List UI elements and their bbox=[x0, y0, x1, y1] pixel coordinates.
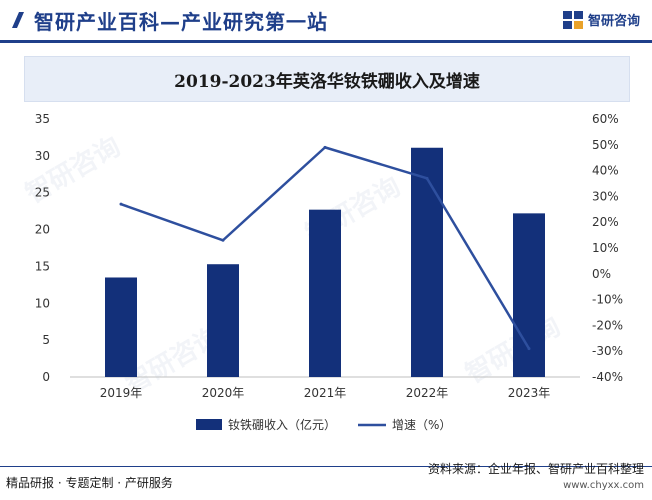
chart-title: 2019-2023年英洛华钕铁硼收入及增速 bbox=[174, 72, 480, 92]
y-right-tick-label: -20% bbox=[592, 318, 623, 332]
growth-point bbox=[425, 176, 429, 180]
growth-point bbox=[527, 347, 531, 351]
legend-label-growth: 增速（%） bbox=[392, 418, 451, 432]
x-tick-label: 2023年 bbox=[508, 386, 551, 400]
y-right-tick-label: 60% bbox=[592, 112, 619, 126]
chart-title-band: 2019-2023年英洛华钕铁硼收入及增速 bbox=[24, 56, 630, 102]
brand-logo-icon bbox=[562, 10, 583, 29]
x-tick-label: 2019年 bbox=[100, 386, 143, 400]
bar-revenue bbox=[411, 147, 443, 377]
growth-point bbox=[119, 202, 123, 206]
bar-revenue bbox=[513, 213, 545, 377]
y-right-tick-label: -30% bbox=[592, 344, 623, 358]
y-left-tick-label: 20 bbox=[35, 223, 50, 237]
brand-slash-icon bbox=[12, 12, 24, 28]
y-left-tick-label: 0 bbox=[42, 370, 50, 384]
footer-url[interactable]: www.chyxx.com bbox=[563, 480, 644, 491]
bar-revenue bbox=[309, 209, 341, 377]
y-left-tick-label: 25 bbox=[35, 186, 50, 200]
header-divider bbox=[0, 40, 652, 43]
combo-chart: 0 5 10 15 20 25 30 35 60% 50% 40% 30% 20% 10% 0% -10% -2… bbox=[35, 112, 623, 432]
y-right-tick-label: 10% bbox=[592, 241, 619, 255]
y-right-tick-label: 50% bbox=[592, 138, 619, 152]
y-right-tick-label: 30% bbox=[592, 189, 619, 203]
bar-revenue bbox=[207, 264, 239, 377]
y-left-tick-label: 30 bbox=[35, 149, 50, 163]
y-right-tick-label: 20% bbox=[592, 215, 619, 229]
brand[interactable]: 智研咨询 bbox=[562, 10, 640, 29]
site-title: 智研产业百科—产业研究第一站 bbox=[34, 10, 328, 34]
y-left-tick-label: 15 bbox=[35, 259, 50, 273]
y-right-tick-label: -40% bbox=[592, 370, 623, 384]
y-left-tick-label: 35 bbox=[35, 112, 50, 126]
growth-point bbox=[323, 145, 327, 149]
y-right-tick-label: 0% bbox=[592, 267, 611, 281]
bar-revenue bbox=[105, 277, 137, 377]
source-note: 资料来源：企业年报、智研产业百科整理 bbox=[427, 462, 644, 476]
brand-name: 智研咨询 bbox=[587, 14, 640, 29]
x-tick-label: 2021年 bbox=[304, 386, 347, 400]
y-left-tick-label: 5 bbox=[42, 333, 50, 347]
y-right-tick-label: -10% bbox=[592, 293, 623, 307]
legend-label-revenue: 钕铁硼收入（亿元） bbox=[228, 417, 336, 432]
x-tick-label: 2020年 bbox=[202, 386, 245, 400]
y-left-tick-label: 10 bbox=[35, 296, 50, 310]
x-tick-label: 2022年 bbox=[406, 386, 449, 400]
header-bar: 智研产业百科—产业研究第一站 智研咨询 bbox=[0, 0, 652, 40]
y-right-tick-label: 40% bbox=[592, 164, 619, 178]
legend-swatch-revenue bbox=[196, 419, 222, 430]
footer-services: 精品研报 · 专题定制 · 产研服务 bbox=[6, 476, 173, 490]
growth-point bbox=[221, 238, 225, 242]
footer-divider bbox=[0, 466, 652, 467]
